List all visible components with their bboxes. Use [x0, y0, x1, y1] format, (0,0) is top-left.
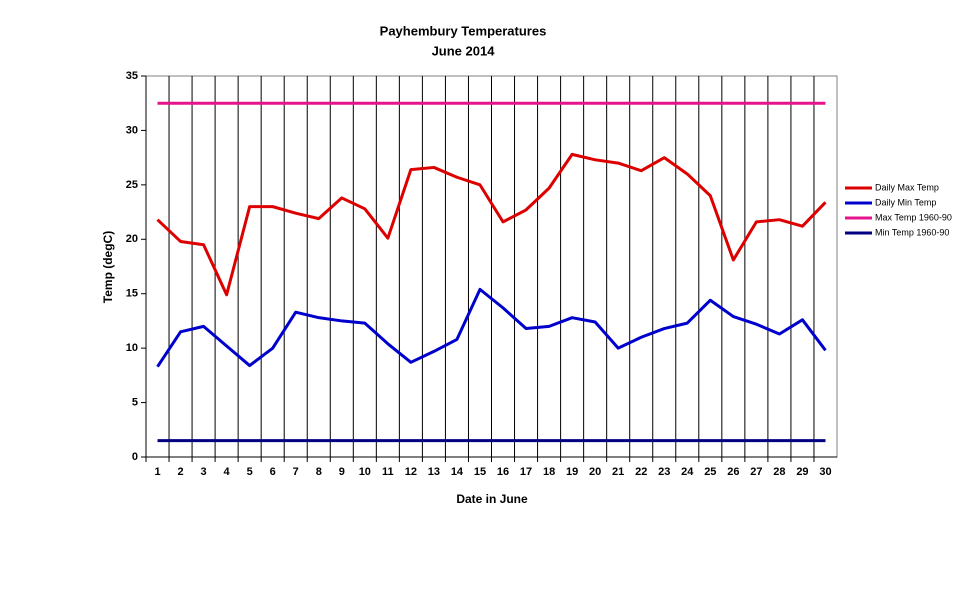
- x-tick-label: 18: [543, 466, 555, 478]
- x-tick-label: 26: [727, 466, 739, 478]
- x-tick-label: 10: [359, 466, 371, 478]
- x-tick-label: 16: [497, 466, 509, 478]
- x-tick-label: 21: [612, 466, 624, 478]
- legend-label: Min Temp 1960-90: [875, 227, 949, 237]
- legend-label: Daily Max Temp: [875, 182, 939, 192]
- x-tick-label: 2: [177, 466, 183, 478]
- x-tick-label: 22: [635, 466, 647, 478]
- y-tick-label: 0: [132, 451, 138, 463]
- legend-label: Daily Min Temp: [875, 197, 936, 207]
- y-tick-label: 35: [126, 70, 138, 82]
- series-line: [156, 152, 827, 297]
- x-tick-label: 13: [428, 466, 440, 478]
- x-axis-title: Date in June: [456, 492, 528, 506]
- x-tick-label: 1: [154, 466, 160, 478]
- x-tick-label: 28: [773, 466, 785, 478]
- series-line: [156, 287, 827, 368]
- x-tick-label: 9: [339, 466, 345, 478]
- chart-subtitle: June 2014: [432, 43, 496, 58]
- x-tick-label: 29: [796, 466, 808, 478]
- y-tick-label: 5: [132, 396, 138, 408]
- x-tick-label: 19: [566, 466, 578, 478]
- x-tick-label: 8: [316, 466, 322, 478]
- x-tick-label: 25: [704, 466, 716, 478]
- x-tick-label: 17: [520, 466, 532, 478]
- x-tick-label: 3: [201, 466, 207, 478]
- y-tick-label: 20: [126, 233, 138, 245]
- x-tick-label: 14: [451, 466, 464, 478]
- legend-label: Max Temp 1960-90: [875, 212, 952, 222]
- x-tick-label: 12: [405, 466, 417, 478]
- x-tick-label: 24: [681, 466, 694, 478]
- x-tick-label: 30: [819, 466, 831, 478]
- y-tick-label: 25: [126, 179, 138, 191]
- x-tick-label: 27: [750, 466, 762, 478]
- y-tick-label: 30: [126, 124, 138, 136]
- x-tick-label: 5: [247, 466, 253, 478]
- chart-title: Payhembury Temperatures: [380, 23, 547, 38]
- y-tick-label: 10: [126, 342, 138, 354]
- x-tick-label: 15: [474, 466, 486, 478]
- x-tick-label: 11: [382, 466, 394, 478]
- y-axis-title: Temp (degC): [101, 231, 115, 303]
- x-tick-label: 4: [224, 466, 231, 478]
- x-tick-label: 20: [589, 466, 601, 478]
- y-tick-label: 15: [126, 288, 138, 300]
- x-tick-label: 23: [658, 466, 670, 478]
- x-tick-label: 6: [270, 466, 276, 478]
- x-tick-label: 7: [293, 466, 299, 478]
